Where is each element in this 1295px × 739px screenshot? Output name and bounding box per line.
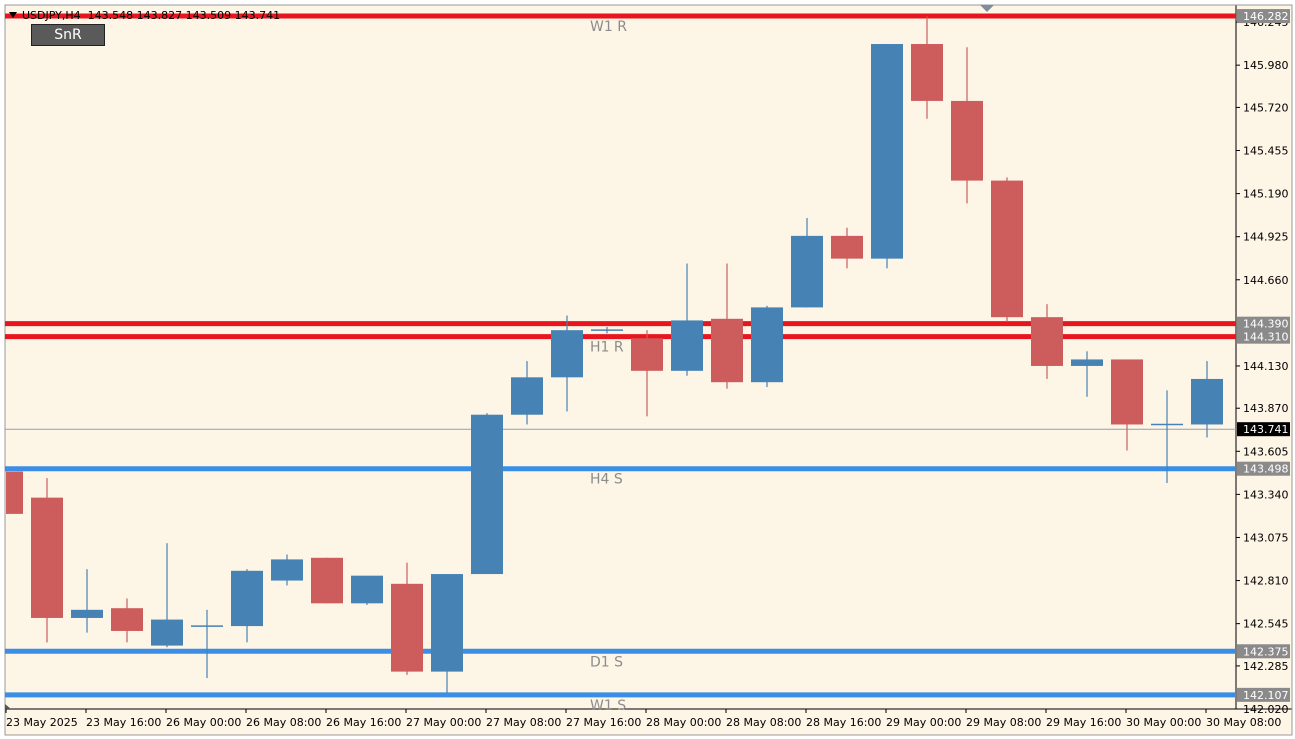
- candle-body: [1111, 359, 1143, 425]
- time-tick-label: 28 May 08:00: [726, 716, 801, 729]
- time-tick-label: 27 May 08:00: [486, 716, 561, 729]
- time-tick-label: 29 May 00:00: [886, 716, 961, 729]
- price-tick-label: 143.340: [1243, 488, 1289, 501]
- candle-body: [671, 320, 703, 371]
- candle-body: [831, 235, 863, 259]
- candle-body: [391, 583, 423, 672]
- candle-body: [631, 338, 663, 371]
- level-price-tag: [1237, 644, 1290, 659]
- level-price-tag: [1237, 329, 1290, 344]
- candle-body: [151, 619, 183, 646]
- time-tick-label: 26 May 16:00: [326, 716, 401, 729]
- ohlc-values: 143.548 143.827 143.509 143.741: [87, 9, 281, 22]
- chart-shift-marker-icon: [980, 5, 994, 12]
- time-tick-label: 30 May 08:00: [1206, 716, 1281, 729]
- candle-body: [511, 377, 543, 415]
- chart-border: [4, 4, 1293, 736]
- dropdown-arrow-icon[interactable]: [9, 12, 17, 18]
- level-name-label: W1 S: [590, 698, 626, 714]
- corner-marker-icon: [5, 704, 11, 709]
- candle-body: [551, 330, 583, 378]
- candle-body: [271, 559, 303, 581]
- price-tick-label: 142.020: [1243, 703, 1289, 716]
- symbol-label: USDJPY,H4: [22, 9, 81, 22]
- level-price-label: 142.107: [1243, 689, 1289, 702]
- candle-body: [6, 471, 23, 514]
- level-name-label: D1 S: [590, 654, 623, 670]
- price-tick-label: 142.545: [1243, 618, 1289, 631]
- candle-body: [471, 414, 503, 575]
- candle-body: [711, 318, 743, 383]
- level-price-tag: [1237, 9, 1290, 24]
- price-tick-label: 144.660: [1243, 274, 1289, 287]
- candle-body: [231, 570, 263, 627]
- price-tick-label: 144.130: [1243, 360, 1289, 373]
- plot-area: [5, 5, 1236, 709]
- price-tick-label: 145.980: [1243, 59, 1289, 72]
- level-price-label: 144.390: [1243, 318, 1289, 331]
- price-tick-label: 142.810: [1243, 575, 1289, 588]
- candle-body: [31, 497, 63, 618]
- price-tick-label: 144.925: [1243, 231, 1289, 244]
- candle-body: [351, 575, 383, 604]
- time-tick-label: 23 May 16:00: [86, 716, 161, 729]
- level-price-tag: [1237, 461, 1290, 476]
- time-tick-label: 26 May 08:00: [246, 716, 321, 729]
- level-name-label: W1 R: [590, 19, 627, 35]
- level-price-tag: [1237, 316, 1290, 331]
- price-tick-label: 142.285: [1243, 660, 1289, 673]
- price-tick-label: 145.455: [1243, 145, 1289, 158]
- time-tick-label: 27 May 00:00: [406, 716, 481, 729]
- level-price-tag: [1237, 687, 1290, 702]
- price-tick-label: 143.870: [1243, 402, 1289, 415]
- time-tick-label: 23 May 2025: [6, 716, 78, 729]
- level-price-label: 146.282: [1243, 10, 1289, 23]
- candle-body: [1071, 359, 1103, 366]
- price-tick-label: 145.190: [1243, 188, 1289, 201]
- price-tick-label: 145.720: [1243, 101, 1289, 114]
- candle-body: [1191, 378, 1223, 425]
- candle-body: [791, 235, 823, 308]
- level-name-label: H4 S: [590, 472, 623, 488]
- candle-body: [911, 44, 943, 101]
- candle-body: [991, 180, 1023, 318]
- candle-body: [1031, 317, 1063, 366]
- level-price-label: 142.375: [1243, 645, 1289, 658]
- time-scale-area: [5, 709, 1292, 735]
- snr-button[interactable]: SnR: [31, 24, 105, 46]
- candle-body: [951, 100, 983, 181]
- time-tick-label: 28 May 16:00: [806, 716, 881, 729]
- time-tick-label: 29 May 16:00: [1046, 716, 1121, 729]
- candle-body: [111, 608, 143, 631]
- candle-body: [751, 307, 783, 383]
- candle-body: [871, 44, 903, 259]
- level-price-label: 144.310: [1243, 331, 1289, 344]
- current-price-tag: [1237, 422, 1290, 437]
- price-tick-label: 143.075: [1243, 531, 1289, 544]
- time-tick-label: 26 May 00:00: [166, 716, 241, 729]
- candle-body: [311, 557, 343, 604]
- price-scale-area: [1236, 5, 1292, 709]
- level-price-label: 143.498: [1243, 463, 1289, 476]
- candle-body: [431, 574, 463, 672]
- time-tick-label: 30 May 00:00: [1126, 716, 1201, 729]
- time-tick-label: 29 May 08:00: [966, 716, 1041, 729]
- symbol-info: USDJPY,H4 143.548 143.827 143.509 143.74…: [9, 9, 280, 22]
- price-tick-label: 143.605: [1243, 445, 1289, 458]
- time-tick-label: 27 May 16:00: [566, 716, 641, 729]
- current-price-label: 143.741: [1243, 423, 1289, 436]
- candle-body: [71, 609, 103, 618]
- level-name-label: H1 R: [590, 340, 624, 356]
- time-tick-label: 28 May 00:00: [646, 716, 721, 729]
